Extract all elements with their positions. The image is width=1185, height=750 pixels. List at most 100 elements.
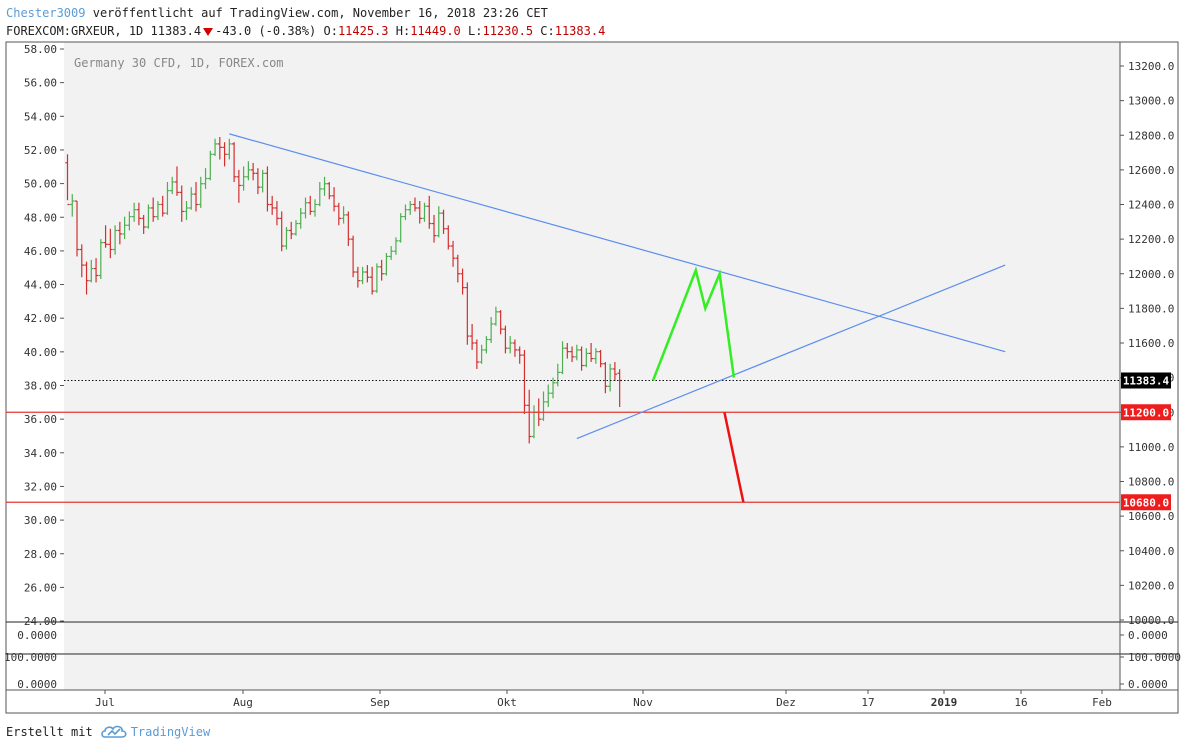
ohlc-bar xyxy=(346,211,351,247)
ohlc-bar xyxy=(450,240,456,267)
ohlc-bar xyxy=(112,225,118,255)
ohlc-bar xyxy=(593,348,599,364)
published-text: veröffentlicht auf TradingView.com, Nove… xyxy=(92,6,548,20)
price-label-tag: 11383.4 xyxy=(1121,372,1171,389)
price-axis-tick-label: 10800.0 xyxy=(1128,476,1174,489)
left-axis-tick-label: 26.00 xyxy=(24,581,57,594)
tradingview-label: TradingView xyxy=(130,725,211,739)
left-axis-tick-label: 28.00 xyxy=(24,548,57,561)
ohlc-bar xyxy=(507,336,513,354)
ohlc-bar xyxy=(103,225,108,248)
indicator-left-tick-label: 0.0000 xyxy=(17,629,57,642)
open-label: O: xyxy=(323,24,338,38)
indicator-pane-1 xyxy=(64,622,1120,654)
indicator-right-tick-label: 0.0000 xyxy=(1128,678,1168,691)
ohlc-bar xyxy=(427,195,432,229)
symbol-label: FOREXCOM:GRXEUR, 1D xyxy=(6,24,144,38)
ohlc-bar xyxy=(179,185,184,222)
ohlc-bar xyxy=(436,206,441,238)
price-label-text: 11383.4 xyxy=(1123,374,1170,387)
ohlc-bar xyxy=(98,239,104,279)
ohlc-bar xyxy=(265,166,270,212)
ohlc-bar xyxy=(146,204,151,229)
left-axis-tick-label: 46.00 xyxy=(24,245,57,258)
trendline[interactable] xyxy=(229,133,1006,353)
ohlc-bar xyxy=(89,259,94,283)
ohlc-bar xyxy=(303,197,308,219)
ohlc-bar xyxy=(422,202,427,222)
ohlc-bar xyxy=(331,187,337,212)
ohlc-bar xyxy=(379,259,384,281)
trendline[interactable] xyxy=(576,264,1006,440)
ohlc-bar xyxy=(512,339,518,357)
tradingview-brand[interactable]: TradingView xyxy=(100,725,211,739)
drawings[interactable] xyxy=(6,133,1120,503)
price-label-text: 10680.0 xyxy=(1123,496,1169,509)
ohlc-bar xyxy=(212,138,218,157)
left-axis-tick-label: 42.00 xyxy=(24,312,57,325)
indicator-left-tick-label: 100.0000 xyxy=(4,651,57,664)
close-value: 11383.4 xyxy=(554,24,606,38)
ohlc-bar xyxy=(117,221,123,245)
left-axis-tick-label: 24.00 xyxy=(24,615,57,628)
ohlc-bar xyxy=(546,384,551,408)
price-axis-tick-label: 10000.0 xyxy=(1128,614,1174,627)
ohlc-bar xyxy=(384,252,389,276)
price-axis-tick-label: 13200.0 xyxy=(1128,60,1174,73)
ohlc-bar xyxy=(293,220,299,236)
left-axis-tick-label: 40.00 xyxy=(24,346,57,359)
ohlc-bar xyxy=(312,199,318,217)
ohlc-bar xyxy=(560,341,565,375)
time-axis[interactable]: Jul Aug Sep Okt Nov Dez 17 2019 16 Feb xyxy=(95,690,1112,709)
left-axis-tick-label: 52.00 xyxy=(24,144,57,157)
price-axis-tick-label: 13000.0 xyxy=(1128,95,1174,108)
last-price: 11383.4 xyxy=(150,24,202,38)
ohlc-bar xyxy=(350,235,356,278)
author-link[interactable]: Chester3009 xyxy=(6,6,86,20)
ohlc-bar xyxy=(108,228,113,259)
tradingview-cloud-icon xyxy=(100,725,127,738)
ohlc-bar xyxy=(503,325,508,354)
ohlc-bar xyxy=(84,261,89,295)
ohlc-bar xyxy=(165,181,170,215)
left-axis-tick-label: 30.00 xyxy=(24,514,57,527)
left-axis-tick-label: 36.00 xyxy=(24,413,57,426)
ohlc-bar xyxy=(70,194,75,217)
ohlc-bar xyxy=(322,176,327,196)
left-axis-tick-label: 34.00 xyxy=(24,447,57,460)
chart-header-line1: Chester3009 veröffentlicht auf TradingVi… xyxy=(6,6,548,20)
left-axis-tick-label: 56.00 xyxy=(24,77,57,90)
ohlc-bar xyxy=(479,344,484,364)
time-axis-tick-label: Okt xyxy=(497,696,517,709)
ohlc-bar xyxy=(555,363,560,387)
price-axis[interactable]: 13200.0 13000.0 12800.0 12600.0 12400.0 12200… xyxy=(1120,60,1174,627)
low-label: L: xyxy=(468,24,483,38)
ohlc-bar xyxy=(355,266,361,288)
chart-canvas[interactable]: Germany 30 CFD, 1D, FOREX.com 58.00 56.00… xyxy=(0,0,1185,715)
ohlc-bar xyxy=(417,201,422,224)
price-axis-tick-label: 11800.0 xyxy=(1128,302,1174,315)
ohlc-bar xyxy=(79,244,84,278)
price-axis-tick-label: 10200.0 xyxy=(1128,579,1174,592)
ohlc-bar xyxy=(336,202,342,226)
left-axis-tick-label: 54.00 xyxy=(24,110,57,123)
price-axis-tick-label: 12000.0 xyxy=(1128,268,1174,281)
ohlc-bar xyxy=(250,162,256,181)
indicator-left-tick-label: 0.0000 xyxy=(17,678,57,691)
ohlc-bar xyxy=(141,214,146,234)
price-axis-tick-label: 10400.0 xyxy=(1128,545,1174,558)
ohlc-bar xyxy=(189,187,194,210)
ohlc-bar xyxy=(569,346,575,363)
time-axis-tick-label: Jul xyxy=(95,696,115,709)
ohlc-bar xyxy=(155,201,161,221)
time-axis-tick-label: Nov xyxy=(633,696,653,709)
projection-path-up[interactable] xyxy=(651,266,736,382)
ohlc-bar xyxy=(393,237,399,255)
ohlc-bar xyxy=(127,211,132,231)
projection-path-down[interactable] xyxy=(723,412,745,503)
ohlc-bar xyxy=(93,258,99,283)
ohlc-bar xyxy=(170,176,175,195)
ohlc-bar xyxy=(193,181,199,212)
symbol-watermark: Germany 30 CFD, 1D, FOREX.com xyxy=(74,56,284,70)
chart-header-line2: FOREXCOM:GRXEUR, 1D 11383.4 -43.0 (-0.38%… xyxy=(6,24,605,38)
